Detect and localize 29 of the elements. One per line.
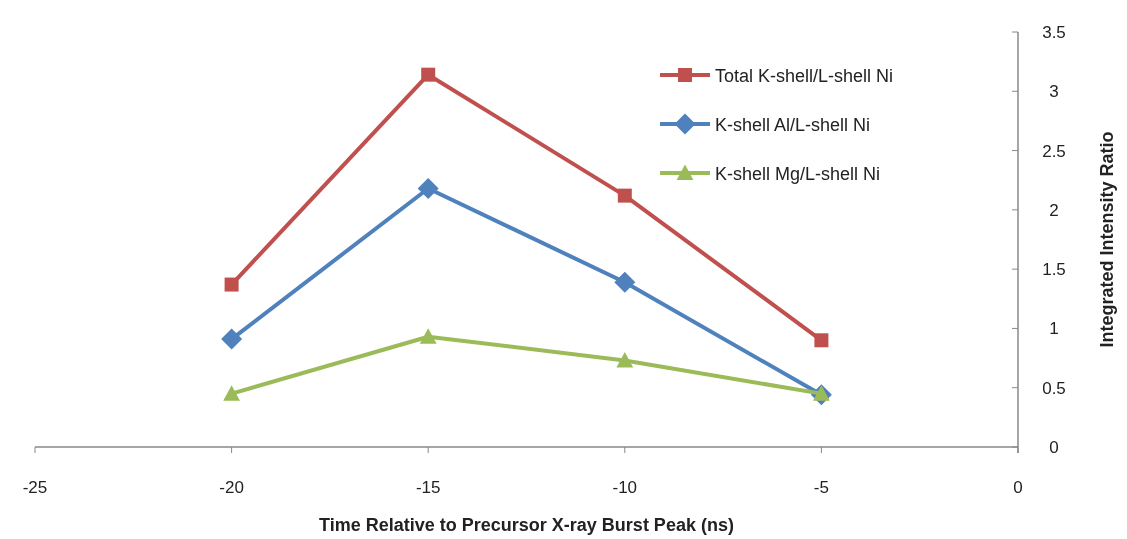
y-axis-title: Integrated Intensity Ratio [1097,131,1117,348]
x-tick-label: 0 [1013,478,1023,497]
y-tick-label: 2 [1049,200,1059,220]
x-tick-label: -15 [415,478,441,497]
y-tick-label: 2.5 [1042,141,1066,161]
x-tick-label: -5 [813,478,829,497]
point [419,328,437,344]
legend-label: K-shell Mg/L-shell Ni [715,164,881,184]
point [617,188,632,203]
point [417,178,439,200]
point [223,385,240,401]
y-tick-label: 1.5 [1042,260,1066,280]
legend-label: K-shell Al/L-shell Ni [715,115,871,135]
y-tick-label: 3 [1049,82,1059,102]
x-tick-label: -10 [612,478,638,497]
x-tick-label: -20 [219,478,244,497]
point [814,333,829,348]
point [614,271,636,293]
point [421,67,436,82]
y-tick-label: 1 [1049,319,1059,339]
point [221,328,243,350]
y-tick-label: 3.5 [1042,23,1066,42]
x-tick-label: -25 [22,478,48,497]
y-tick-label: 0.5 [1042,378,1066,398]
point [224,277,239,292]
x-axis-title: Time Relative to Precursor X-ray Burst Peak (ns) [319,515,734,535]
y-tick-label: 0 [1049,438,1059,457]
point [616,352,634,368]
legend-label: Total K-shell/L-shell Ni [715,66,894,86]
